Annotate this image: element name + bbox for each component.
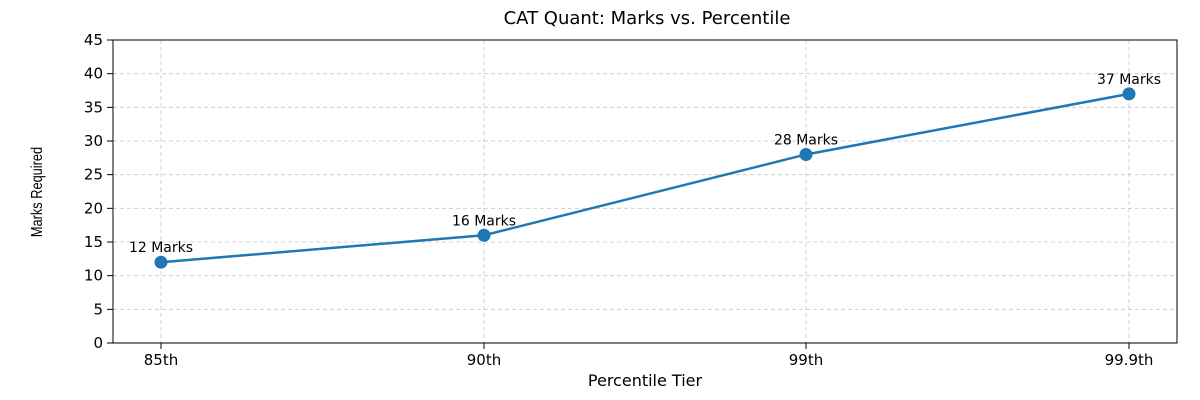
y-tick-label: 35 bbox=[84, 98, 103, 116]
y-tick-label: 15 bbox=[84, 233, 103, 251]
data-label: 37 Marks bbox=[1097, 72, 1161, 88]
x-tick-label: 85th bbox=[144, 351, 178, 369]
data-label: 28 Marks bbox=[774, 132, 838, 148]
y-tick-label: 30 bbox=[84, 132, 103, 150]
axes-layer: 0 5 10 15 20 25 30 35 40 45 85th 90th 99th 99.9th bbox=[84, 31, 1178, 369]
series-line bbox=[160, 92, 1130, 264]
y-tick-label: 20 bbox=[84, 199, 103, 217]
y-tick-label: 40 bbox=[84, 65, 103, 83]
y-tick-label: 0 bbox=[93, 334, 103, 352]
data-point bbox=[154, 255, 168, 269]
y-tick-label: 25 bbox=[84, 166, 103, 184]
x-tick-label: 99th bbox=[789, 351, 823, 369]
series-layer bbox=[154, 87, 1136, 269]
data-point bbox=[1122, 87, 1136, 101]
y-axis-label: Marks Required bbox=[29, 147, 47, 237]
x-tick-label: 90th bbox=[467, 351, 501, 369]
plot-frame bbox=[112, 39, 1178, 344]
data-point bbox=[799, 147, 813, 161]
chart-title: CAT Quant: Marks vs. Percentile bbox=[504, 8, 791, 29]
grid-layer bbox=[113, 39, 1177, 344]
data-label: 12 Marks bbox=[129, 240, 193, 256]
x-axis-label: Percentile Tier bbox=[588, 371, 703, 390]
labels-layer: 12 Marks 16 Marks 28 Marks 37 Marks bbox=[129, 72, 1161, 256]
y-tick-label: 10 bbox=[84, 267, 103, 285]
y-tick-label: 45 bbox=[84, 31, 103, 49]
data-point bbox=[477, 228, 491, 242]
x-tick-label: 99.9th bbox=[1105, 351, 1154, 369]
data-label: 16 Marks bbox=[452, 213, 516, 229]
y-tick-label: 5 bbox=[93, 300, 103, 318]
